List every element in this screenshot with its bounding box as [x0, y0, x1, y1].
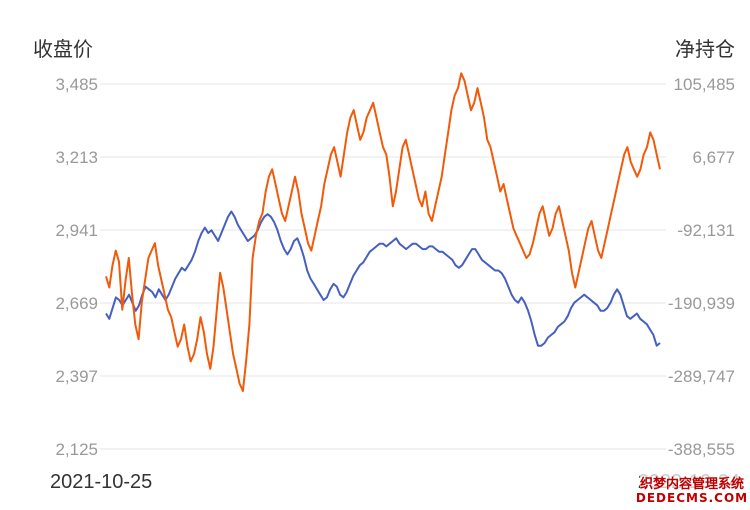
right-tick-label: -289,747	[668, 367, 735, 386]
right-tick-label: 105,485	[674, 75, 735, 94]
left-tick-label: 2,397	[55, 367, 98, 386]
right-tick-label: -190,939	[668, 294, 735, 313]
left-tick-label: 3,213	[55, 148, 98, 167]
right-tick-label: -92,131	[677, 221, 735, 240]
left-axis-ticks: 3,485 3,213 2,941 2,669 2,397 2,125	[55, 75, 98, 459]
watermark: 织梦内容管理系统 DEDECMS.COM	[636, 474, 748, 505]
left-tick-label: 2,941	[55, 221, 98, 240]
left-tick-label: 2,669	[55, 294, 98, 313]
watermark-background	[640, 474, 744, 504]
right-tick-label: 6,677	[692, 148, 735, 167]
watermark-domain: DEDECMS.COM	[636, 491, 748, 505]
net-position-line	[105, 72, 661, 392]
left-tick-label: 3,485	[55, 75, 98, 94]
right-tick-label: -388,555	[668, 440, 735, 459]
gridlines	[100, 83, 666, 450]
left-tick-label: 2,125	[55, 440, 98, 459]
close-price-line	[105, 210, 661, 347]
left-axis-title: 收盘价	[33, 37, 93, 61]
watermark-text: 织梦内容管理系统	[640, 476, 744, 492]
right-axis-title: 净持仓	[675, 37, 735, 61]
series-layer	[105, 72, 661, 392]
x-start-date-label: 2021-10-25	[50, 471, 152, 493]
right-axis-ticks: 105,485 6,677 -92,131 -190,939 -289,747 -388,…	[668, 75, 735, 459]
